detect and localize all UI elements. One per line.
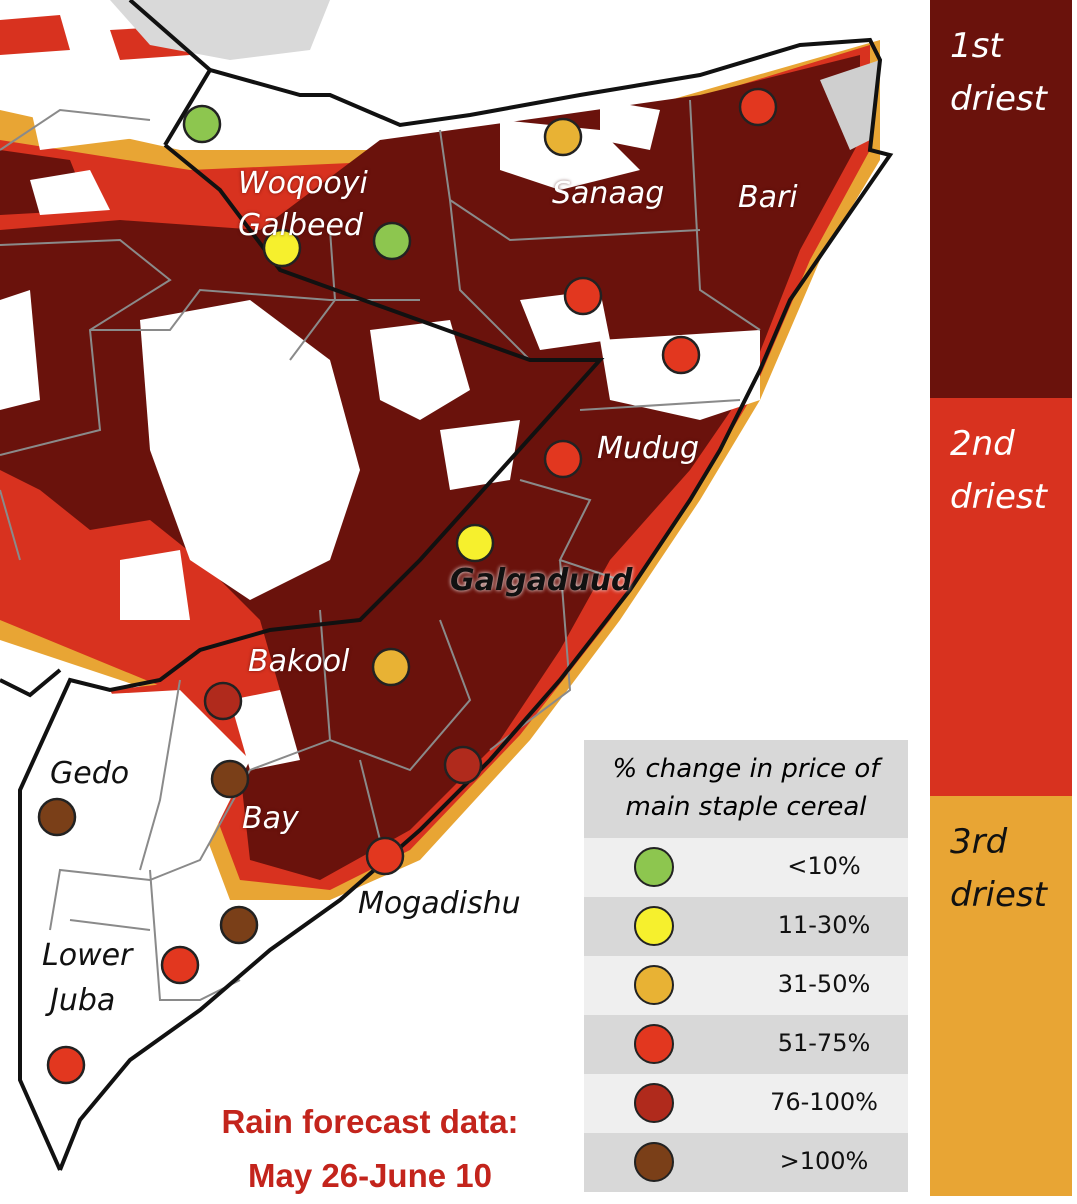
price-legend-row: 31-50% (584, 956, 908, 1015)
price-legend-swatch (634, 906, 674, 946)
region-label-mogadishu: Mogadishu (358, 886, 521, 921)
marker-galgaduud[interactable] (455, 523, 495, 563)
price-legend-title-line2: main staple cereal (625, 792, 867, 822)
region-label-bay: Bay (242, 801, 299, 836)
price-legend-title-line1: % change in price of (612, 754, 880, 785)
region-label-sanaag: Sanaag (552, 176, 665, 211)
price-legend-row: 11-30% (584, 897, 908, 956)
legend-third-driest-text: 3rd driest (950, 822, 1047, 915)
price-legend-label: 51-75% (777, 1029, 871, 1057)
marker-woqooyi-east[interactable] (372, 221, 412, 261)
marker-bay[interactable] (210, 759, 250, 799)
legend-third-driest: 3rd driest (930, 796, 1072, 1196)
legend-second-driest: 2nd driest (930, 398, 1072, 796)
price-legend-label: 31-50% (777, 970, 871, 998)
price-legend-swatch (634, 1142, 674, 1182)
neighbor-land (110, 0, 880, 150)
price-legend-swatch (634, 1024, 674, 1064)
price-legend-swatch (634, 965, 674, 1005)
region-label-galbeed: Galbeed (238, 208, 363, 243)
legend-first-driest-text: 1st driest (950, 26, 1047, 119)
legend-first-driest: 1st driest (930, 0, 1072, 398)
admin-boundaries (0, 99, 761, 1001)
price-legend-row: >100% (584, 1133, 908, 1192)
marker-shabelle[interactable] (443, 745, 483, 785)
region-label-bakool: Bakool (248, 644, 350, 679)
region-label-lower: Lower (42, 938, 133, 973)
price-legend-label: 76-100% (770, 1088, 878, 1116)
forecast-caption: Rain forecast data: May 26-June 10 (160, 1095, 580, 1204)
marker-lower-shabelle[interactable] (219, 905, 259, 945)
price-legend-title: % change in price of main staple cereal (584, 740, 908, 838)
marker-mogadishu[interactable] (365, 836, 405, 876)
region-label-mudug: Mudug (597, 431, 699, 466)
marker-sanaag[interactable] (543, 117, 583, 157)
marker-woqooyi-west[interactable] (182, 104, 222, 144)
price-legend: % change in price of main staple cereal … (584, 740, 908, 1195)
marker-bakool-west[interactable] (203, 681, 243, 721)
marker-nugaal[interactable] (563, 276, 603, 316)
region-label-bari: Bari (738, 180, 798, 215)
marker-bari-north[interactable] (738, 87, 778, 127)
marker-mudug[interactable] (543, 439, 583, 479)
price-legend-label: <10% (787, 852, 861, 880)
region-label-juba: Juba (50, 983, 116, 1018)
country-border (0, 0, 894, 1171)
marker-gedo[interactable] (37, 797, 77, 837)
price-markers (37, 87, 778, 1085)
region-label-gedo: Gedo (50, 756, 130, 791)
price-legend-row: 76-100% (584, 1074, 908, 1133)
forecast-caption-line2: May 26-June 10 (248, 1157, 492, 1195)
price-legend-swatch (634, 1083, 674, 1123)
marker-bakool[interactable] (371, 647, 411, 687)
marker-galbeed[interactable] (262, 228, 302, 268)
region-label-woqooyi: Woqooyi (238, 166, 368, 201)
legend-second-driest-text: 2nd driest (950, 424, 1047, 517)
price-legend-swatch (634, 847, 674, 887)
region-label-galgaduud: Galgaduud (450, 563, 633, 598)
marker-lower-juba[interactable] (46, 1045, 86, 1085)
somalia-rainfall-map (0, 0, 894, 1171)
marker-middle-juba[interactable] (160, 945, 200, 985)
price-legend-row: <10% (584, 838, 908, 897)
price-legend-label: 11-30% (777, 911, 871, 939)
price-legend-label: >100% (779, 1147, 869, 1175)
marker-mudug-north[interactable] (661, 335, 701, 375)
forecast-caption-line1: Rain forecast data: (221, 1103, 519, 1140)
price-legend-row: 51-75% (584, 1015, 908, 1074)
